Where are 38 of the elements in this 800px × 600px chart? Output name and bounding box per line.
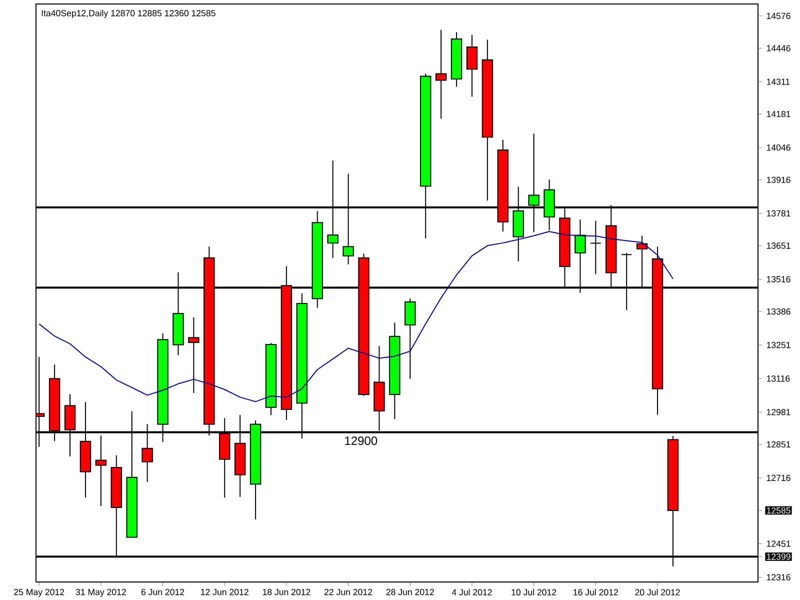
y-tick-label: 13781 <box>766 210 790 216</box>
x-tick-label: 10 Jul 2012 <box>512 588 556 596</box>
x-tick-label: 28 Jun 2012 <box>386 588 434 596</box>
y-tick-label: 13916 <box>766 176 790 183</box>
y-tick-label: 12851 <box>766 441 790 448</box>
y-tick-label: 13386 <box>766 308 790 315</box>
candlestick <box>590 220 602 275</box>
x-tick-label: 4 Jul 2012 <box>452 588 492 596</box>
ref-line-label: 12900 <box>345 436 378 445</box>
y-tick-label: 12716 <box>766 474 790 482</box>
x-tick-label: 20 Jul 2012 <box>635 588 680 596</box>
x-tick-label: 22 Jun 2012 <box>324 588 372 596</box>
y-tick-label: 12585 <box>766 507 790 514</box>
y-tick-label: 13516 <box>766 276 790 282</box>
y-tick-label: 14046 <box>766 144 790 151</box>
y-tick-label: 12399 <box>766 554 790 560</box>
candlestick <box>435 29 447 120</box>
candlestick <box>188 316 200 394</box>
y-tick-label: 13651 <box>766 242 790 249</box>
candlestick <box>404 298 416 380</box>
candlestick <box>466 34 478 98</box>
y-tick-label: 12316 <box>766 574 790 580</box>
y-tick-label: 14181 <box>766 110 790 118</box>
y-tick-label: 13251 <box>766 342 790 348</box>
y-tick-label: 12981 <box>766 408 790 416</box>
x-tick-label: 18 Jun 2012 <box>262 588 310 596</box>
x-tick-label: 12 Jun 2012 <box>201 588 248 596</box>
candlestick <box>95 434 107 506</box>
x-tick-label: 6 Jun 2012 <box>141 588 184 596</box>
x-tick-label: 16 Jul 2012 <box>574 588 618 596</box>
x-tick-label: 25 May 2012 <box>14 588 64 597</box>
y-tick-label: 14311 <box>766 78 790 85</box>
y-tick-label: 12451 <box>766 540 790 547</box>
y-tick-label: 14446 <box>766 45 790 52</box>
y-tick-label: 13116 <box>766 375 790 382</box>
x-tick-label: 31 May 2012 <box>76 588 126 597</box>
text: Ita40Sep12,Daily 12870 12885 12360 12585 <box>42 10 216 18</box>
y-tick-label: 14576 <box>766 12 790 20</box>
